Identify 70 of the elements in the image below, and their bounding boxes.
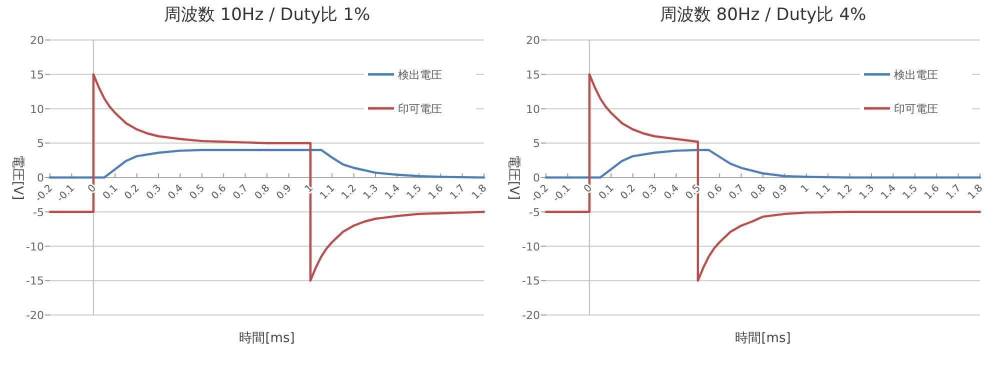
- x-tick-label: 1: [303, 182, 316, 196]
- x-tick-label: 0: [582, 182, 595, 196]
- x-tick-label: -0.1: [551, 182, 573, 204]
- x-tick-label: 1.6: [426, 182, 446, 202]
- x-tick-label: 1.8: [966, 182, 986, 202]
- x-tick-label: 0.6: [210, 182, 229, 202]
- legend-label: 印可電圧: [894, 102, 938, 116]
- legend-label: 印可電圧: [398, 102, 442, 116]
- y-axis-title: 電圧[V]: [506, 154, 521, 200]
- y-tick-label: 15: [526, 68, 540, 82]
- x-tick-label: 0.5: [684, 182, 704, 202]
- x-tick-label: 1.7: [448, 182, 468, 202]
- x-tick-label: 0.8: [253, 182, 272, 202]
- y-tick-label: -15: [522, 274, 540, 288]
- x-tick-label: 0.7: [231, 182, 250, 202]
- x-tick-label: 1.4: [879, 182, 898, 202]
- x-tick-label: 0.7: [727, 182, 746, 202]
- x-tick-label: -0.2: [530, 182, 552, 204]
- y-tick-label: 0: [37, 172, 44, 184]
- x-tick-label: 1.4: [383, 182, 402, 202]
- x-tick-label: 0.3: [144, 182, 164, 202]
- x-tick-label: 0: [86, 182, 99, 196]
- y-tick-label: -5: [33, 206, 44, 219]
- y-tick-label: 0: [533, 172, 540, 184]
- y-tick-label: -10: [522, 240, 540, 254]
- x-tick-label: 1: [799, 182, 812, 196]
- x-tick-label: 0.4: [166, 182, 186, 202]
- y-tick-label: 5: [533, 137, 540, 150]
- y-tick-label: 5: [37, 137, 44, 150]
- y-tick-label: -20: [522, 309, 540, 322]
- x-tick-label: 1.2: [340, 182, 359, 202]
- x-tick-label: 0.9: [770, 182, 790, 202]
- x-axis-title: 時間[ms]: [735, 331, 791, 346]
- y-tick-label: -10: [26, 240, 44, 254]
- x-tick-label: 1.6: [922, 182, 942, 202]
- legend-label: 検出電圧: [894, 68, 938, 82]
- x-tick-label: 1.2: [836, 182, 855, 202]
- chart-title: 周波数 10Hz / Duty比 1%: [164, 5, 370, 25]
- chart-title: 周波数 80Hz / Duty比 4%: [660, 5, 866, 25]
- x-tick-label: 0.9: [274, 182, 294, 202]
- x-tick-label: 1.1: [318, 182, 338, 202]
- x-tick-label: 0.1: [597, 182, 616, 202]
- x-tick-label: 0.5: [188, 182, 208, 202]
- y-tick-label: 15: [30, 68, 44, 82]
- x-tick-label: 0.2: [618, 182, 638, 202]
- x-tick-label: 1.3: [362, 182, 381, 202]
- x-tick-label: 1.3: [858, 182, 877, 202]
- x-tick-label: 1.7: [944, 182, 964, 202]
- y-tick-label: -15: [26, 274, 44, 288]
- y-tick-label: 20: [30, 34, 44, 47]
- x-axis-title: 時間[ms]: [239, 331, 295, 346]
- x-tick-label: 1.5: [404, 182, 424, 202]
- x-tick-label: 0.1: [101, 182, 120, 202]
- x-tick-label: 1.8: [470, 182, 490, 202]
- y-tick-label: -20: [26, 309, 44, 322]
- x-tick-label: 1.1: [814, 182, 834, 202]
- y-tick-label: -5: [529, 206, 540, 219]
- x-tick-label: 0.2: [122, 182, 142, 202]
- x-tick-label: 1.5: [900, 182, 920, 202]
- y-tick-label: 20: [526, 34, 540, 47]
- x-tick-label: -0.2: [34, 182, 56, 204]
- y-axis-title: 電圧[V]: [10, 154, 25, 200]
- x-tick-label: 0.8: [749, 182, 768, 202]
- x-tick-label: 0.3: [640, 182, 660, 202]
- y-tick-label: 10: [526, 102, 540, 116]
- x-tick-label: -0.1: [55, 182, 77, 204]
- legend-label: 検出電圧: [398, 68, 442, 82]
- x-tick-label: 0.6: [706, 182, 725, 202]
- y-tick-label: 10: [30, 102, 44, 116]
- x-tick-label: 0.4: [662, 182, 682, 202]
